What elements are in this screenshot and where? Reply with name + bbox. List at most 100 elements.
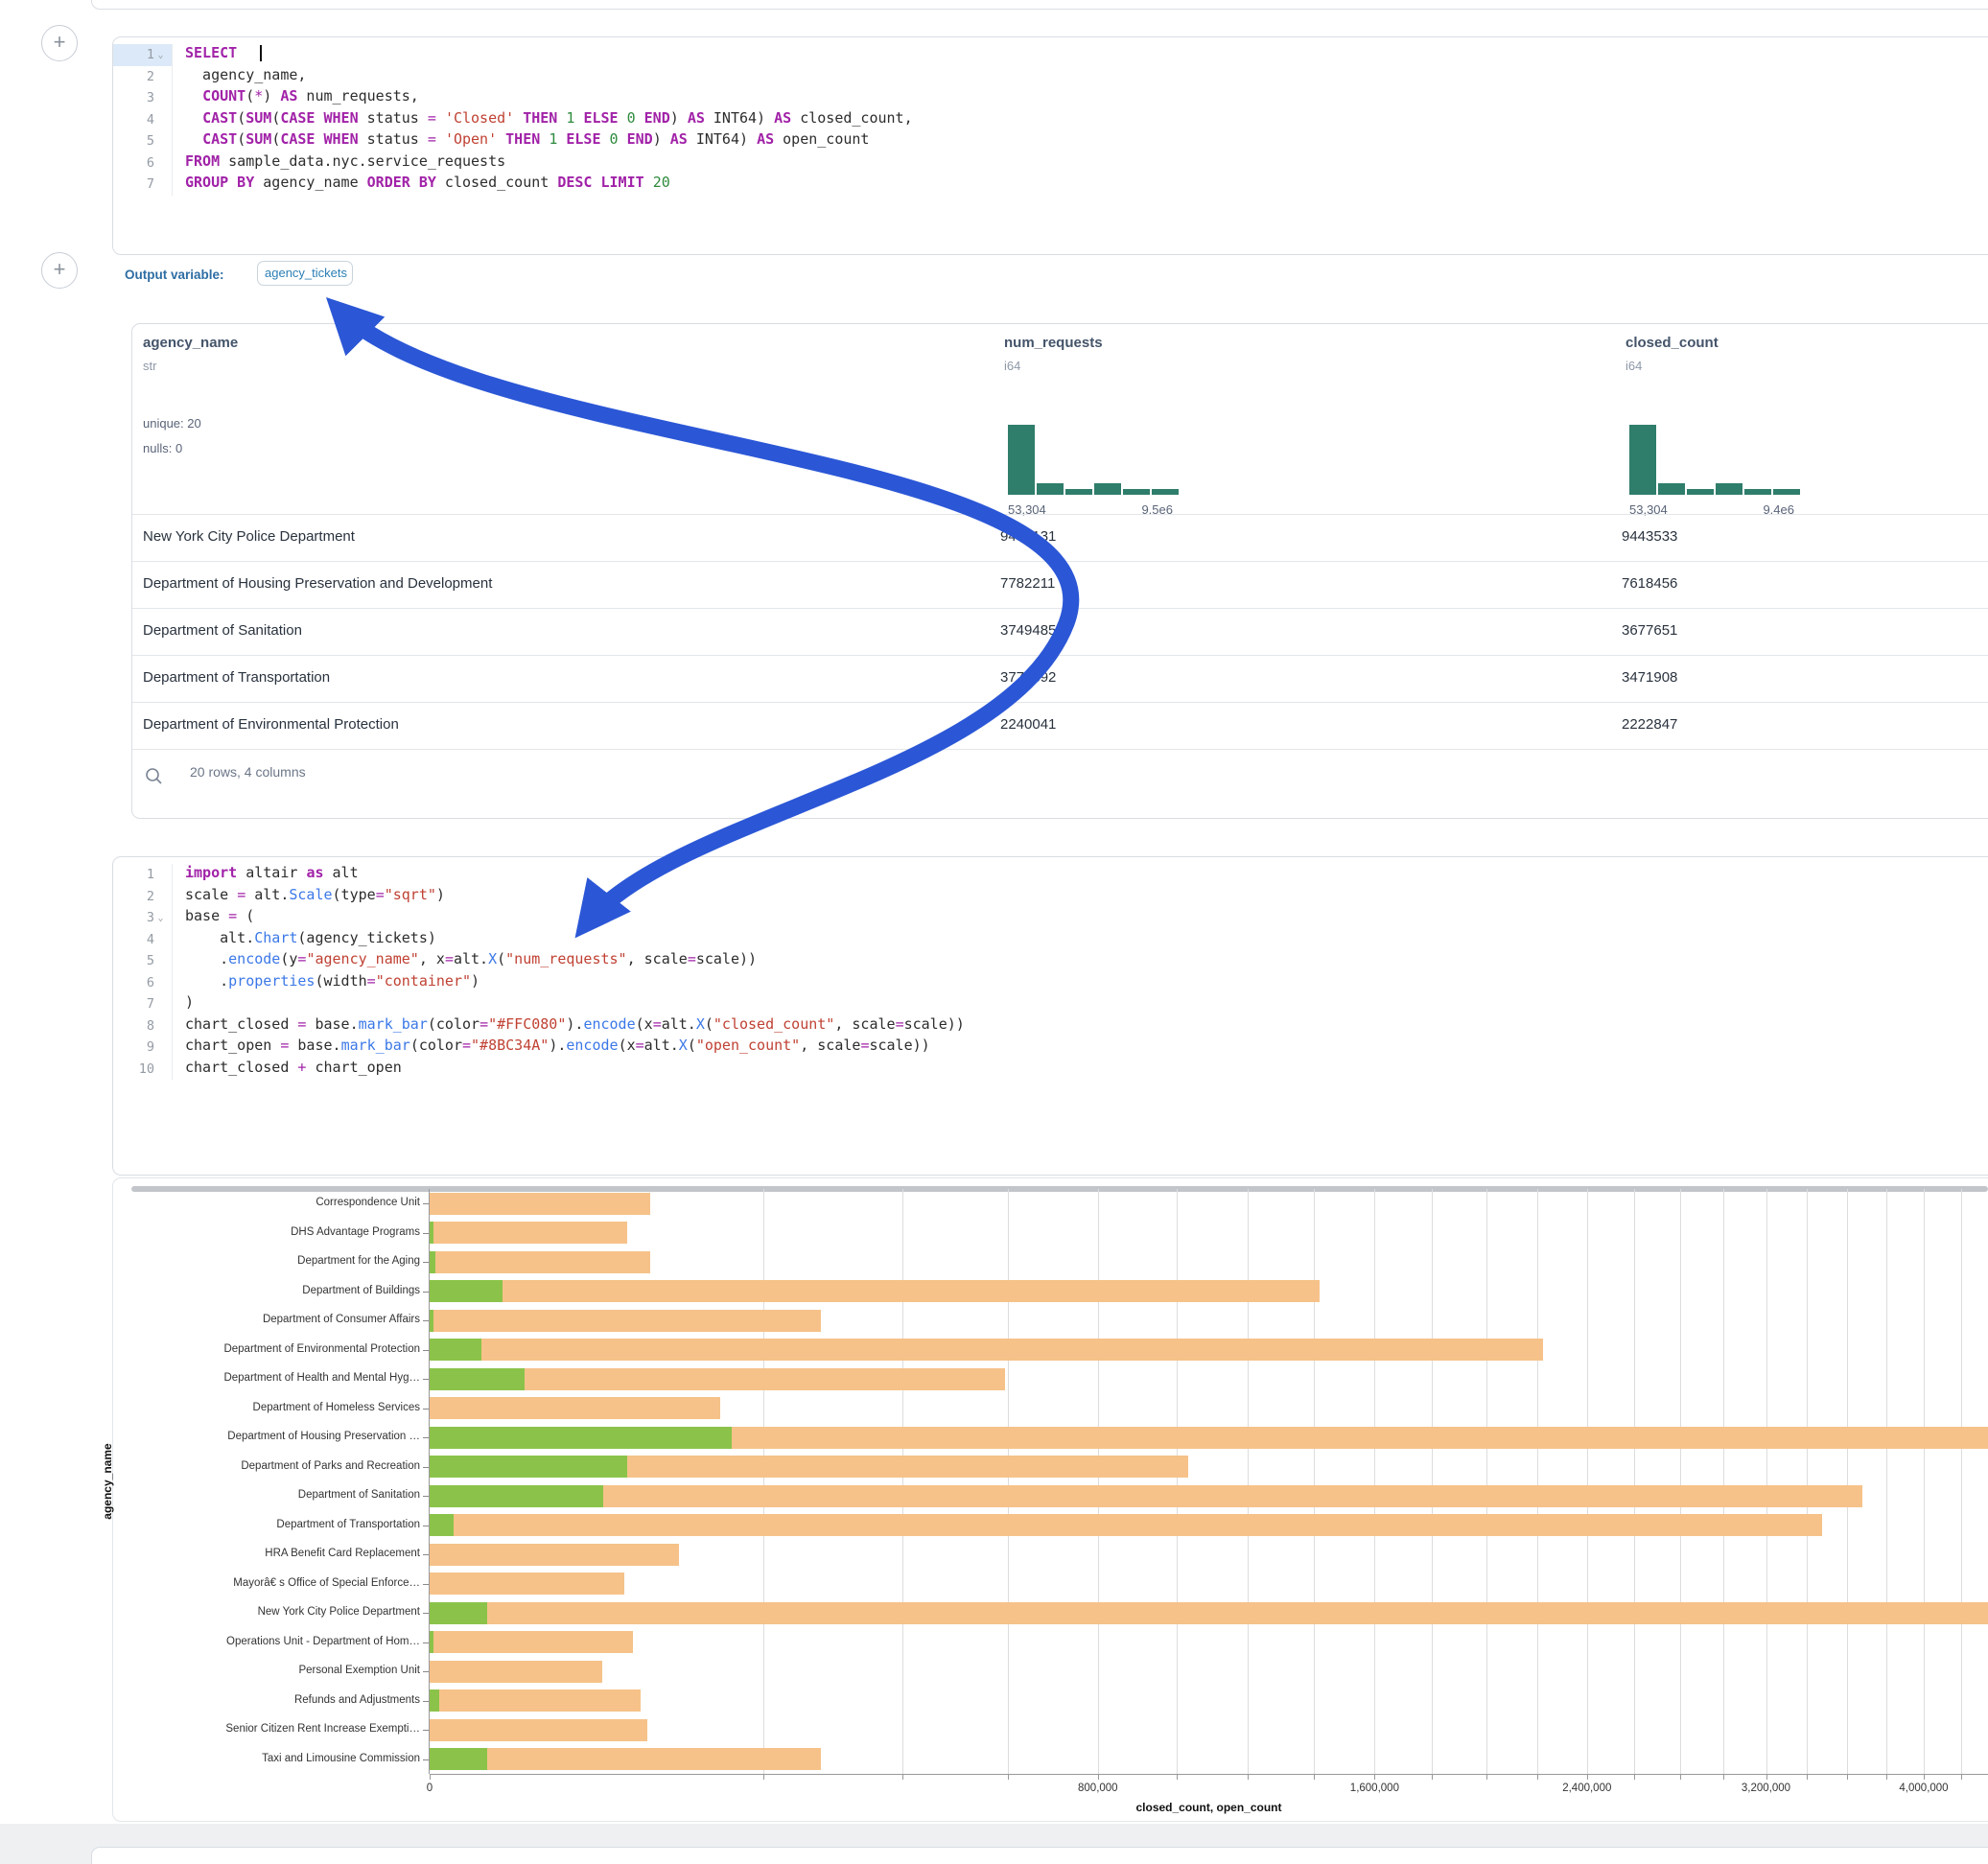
chart-bar-open xyxy=(430,1222,433,1244)
y-axis-label: Department of Environmental Protection xyxy=(134,1343,420,1355)
gridline xyxy=(1847,1189,1848,1774)
x-axis-tick xyxy=(1177,1775,1178,1780)
chart-bar-closed xyxy=(430,1602,1988,1624)
y-axis-tick xyxy=(423,1584,429,1585)
y-axis-tick xyxy=(423,1467,429,1468)
next-cell-edge xyxy=(91,1847,1988,1864)
gridline xyxy=(1680,1189,1681,1774)
chart-bar-closed xyxy=(430,1661,602,1683)
gridline xyxy=(1374,1189,1375,1774)
y-axis-tick xyxy=(423,1379,429,1380)
chart-bar-closed xyxy=(430,1544,679,1566)
y-axis-label: Department of Consumer Affairs xyxy=(134,1314,420,1325)
y-axis-tick xyxy=(423,1350,429,1351)
chart-bar-closed xyxy=(430,1689,641,1712)
chart-bar-closed xyxy=(430,1280,1320,1302)
y-axis-label: Department for the Aging xyxy=(134,1255,420,1267)
y-axis-tick xyxy=(423,1671,429,1672)
y-axis-tick xyxy=(423,1701,429,1702)
chart-bar-closed xyxy=(430,1719,647,1741)
chart-bar-closed xyxy=(430,1397,720,1419)
x-axis-line xyxy=(430,1774,1988,1775)
x-axis-tick xyxy=(1886,1775,1887,1780)
y-axis-label: Taxi and Limousine Commission xyxy=(134,1753,420,1764)
gridline xyxy=(1886,1189,1887,1774)
x-axis-tick-label: 800,000 xyxy=(1078,1782,1118,1794)
y-axis-label: Operations Unit - Department of Hom… xyxy=(134,1636,420,1647)
y-axis-label: Department of Housing Preservation … xyxy=(134,1431,420,1442)
y-axis-tick xyxy=(423,1759,429,1760)
y-axis-tick xyxy=(423,1233,429,1234)
chart-bar-open xyxy=(430,1251,435,1273)
x-axis-tick xyxy=(1807,1775,1808,1780)
y-axis-label: HRA Benefit Card Replacement xyxy=(134,1548,420,1559)
x-axis-tick xyxy=(1766,1775,1767,1780)
y-axis-label: Department of Homeless Services xyxy=(134,1402,420,1413)
y-axis-tick xyxy=(423,1320,429,1321)
chart-bar-open xyxy=(430,1689,439,1712)
y-axis-label: Mayorâ€ s Office of Special Enforce… xyxy=(134,1577,420,1589)
gridline xyxy=(1924,1189,1925,1774)
y-axis-line xyxy=(429,1189,430,1774)
gridline xyxy=(1314,1189,1315,1774)
chart-bar-open xyxy=(430,1631,433,1653)
x-axis-tick xyxy=(430,1775,431,1780)
x-axis-tick xyxy=(1634,1775,1635,1780)
y-axis-label: Refunds and Adjustments xyxy=(134,1694,420,1706)
chart-bar-closed xyxy=(430,1251,650,1273)
chart-plot-area xyxy=(430,1189,1988,1774)
gridline xyxy=(1807,1189,1808,1774)
chart-bar-open xyxy=(430,1280,503,1302)
x-axis-tick-label: 0 xyxy=(427,1782,433,1794)
x-axis-tick xyxy=(1961,1775,1962,1780)
y-axis-tick xyxy=(423,1554,429,1555)
gridline xyxy=(1537,1189,1538,1774)
bar-chart: Correspondence UnitDHS Advantage Program… xyxy=(0,0,1988,1864)
y-axis-tick xyxy=(423,1292,429,1293)
chart-bar-closed xyxy=(430,1222,627,1244)
gridline xyxy=(1766,1189,1767,1774)
x-axis-tick-label: 3,200,000 xyxy=(1742,1782,1790,1794)
x-axis-tick xyxy=(1723,1775,1724,1780)
chart-bar-open xyxy=(430,1748,487,1770)
y-axis-tick xyxy=(423,1409,429,1410)
gridline xyxy=(1634,1189,1635,1774)
chart-bar-open xyxy=(430,1602,487,1624)
chart-bar-closed xyxy=(430,1573,624,1595)
y-axis-label: Department of Sanitation xyxy=(134,1489,420,1501)
y-axis-label: Correspondence Unit xyxy=(134,1197,420,1208)
x-axis-tick xyxy=(1680,1775,1681,1780)
x-axis-tick xyxy=(1432,1775,1433,1780)
chart-bar-open xyxy=(430,1368,525,1390)
x-axis-tick xyxy=(1374,1775,1375,1780)
y-axis-tick xyxy=(423,1262,429,1263)
y-axis-label: Department of Health and Mental Hyg… xyxy=(134,1372,420,1384)
x-axis-tick xyxy=(902,1775,903,1780)
y-axis-label: New York City Police Department xyxy=(134,1606,420,1618)
y-axis-label: Department of Parks and Recreation xyxy=(134,1460,420,1472)
y-axis-label: Personal Exemption Unit xyxy=(134,1665,420,1676)
x-axis-tick xyxy=(1486,1775,1487,1780)
gridline xyxy=(902,1189,903,1774)
chart-bar-closed xyxy=(430,1310,821,1332)
chart-bar-closed xyxy=(430,1748,821,1770)
gridline xyxy=(1486,1189,1487,1774)
x-axis-tick-label: 1,600,000 xyxy=(1350,1782,1399,1794)
chart-bar-open xyxy=(430,1485,603,1507)
chart-bar-closed xyxy=(430,1339,1543,1361)
x-axis-tick-label: 4,000,000 xyxy=(1899,1782,1948,1794)
chart-bar-open xyxy=(430,1514,454,1536)
x-axis-tick xyxy=(1847,1775,1848,1780)
x-axis-tick xyxy=(763,1775,764,1780)
chart-bar-closed xyxy=(430,1193,650,1215)
chart-bar-closed xyxy=(430,1485,1862,1507)
x-axis-tick-label: 2,400,000 xyxy=(1562,1782,1611,1794)
y-axis-title: agency_name xyxy=(101,1443,114,1519)
y-axis-label: Department of Buildings xyxy=(134,1285,420,1296)
chart-bar-closed xyxy=(430,1514,1822,1536)
x-axis-title: closed_count, open_count xyxy=(430,1801,1988,1814)
x-axis-tick xyxy=(1314,1775,1315,1780)
gridline xyxy=(1587,1189,1588,1774)
gridline xyxy=(1961,1189,1962,1774)
y-axis-label: Senior Citizen Rent Increase Exempti… xyxy=(134,1723,420,1735)
